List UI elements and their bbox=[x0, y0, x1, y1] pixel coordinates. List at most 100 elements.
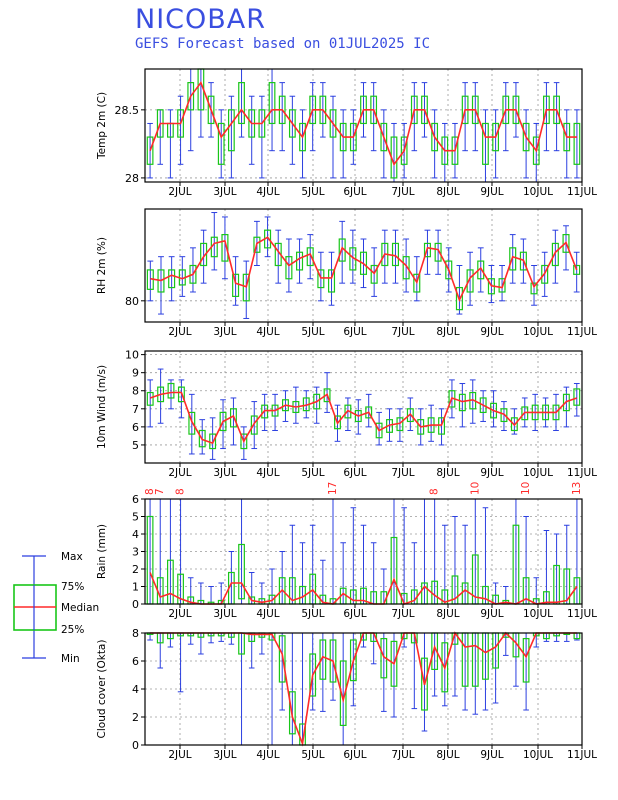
cloud-date-label: 8JUL bbox=[436, 749, 459, 761]
rh-box bbox=[391, 242, 400, 267]
rh-box bbox=[541, 264, 549, 284]
rh-box bbox=[189, 264, 197, 284]
temp-ytick-label: 28.5 bbox=[115, 104, 140, 117]
cloud-box bbox=[319, 639, 327, 680]
rh-ytick-label: 80 bbox=[125, 295, 139, 308]
rain-overflow-label: 7 bbox=[154, 488, 166, 495]
wind-ylabel: 10m Wind (m/s) bbox=[96, 365, 108, 449]
rh-box bbox=[317, 269, 325, 289]
cloud-ytick-label: 2 bbox=[132, 711, 139, 724]
wind-box bbox=[198, 429, 206, 448]
rh-box bbox=[359, 251, 368, 275]
rh-box bbox=[221, 234, 229, 262]
temp-box bbox=[522, 122, 530, 152]
cloud-box bbox=[522, 637, 530, 683]
wind-ytick-label: 8 bbox=[132, 385, 139, 398]
temp-box bbox=[431, 122, 439, 152]
wind-box bbox=[219, 411, 227, 432]
rain-ytick-label: 6 bbox=[132, 493, 139, 506]
cloud-date-label: 9JUL bbox=[480, 749, 503, 761]
rh-box bbox=[370, 264, 378, 284]
cloud-ytick-label: 0 bbox=[132, 739, 139, 752]
cloud-box bbox=[288, 691, 296, 735]
temp-date-label: 3JUL bbox=[213, 186, 236, 198]
cloud-ytick-label: 4 bbox=[132, 683, 139, 696]
rh-date-label: 11JUL bbox=[567, 326, 597, 338]
temp-box bbox=[288, 109, 296, 138]
wind-date-label: 10JUL bbox=[523, 467, 553, 479]
rain-overflow-label: 10 bbox=[520, 482, 532, 495]
cloud-date-label: 11JUL bbox=[567, 749, 597, 761]
cloud-date-label: 4JUL bbox=[256, 749, 279, 761]
temp-date-label: 8JUL bbox=[436, 186, 459, 198]
legend-median-label: Median bbox=[61, 602, 99, 614]
rh-panel: 80 2JUL 3JUL 4JUL 5JUL 6JUL 7JUL 8JUL 9JUL 10JUL 1… bbox=[96, 208, 597, 338]
rh-box bbox=[253, 236, 261, 253]
wind-ytick-label: 7 bbox=[132, 403, 139, 416]
rh-date-label: 8JUL bbox=[436, 326, 459, 338]
temp-panel: 28 28.5 2JUL 3JUL 4JUL 5JUL 6JUL 7JUL 8JUL 9JUL 10… bbox=[96, 68, 597, 198]
rain-ytick-label: 1 bbox=[132, 581, 139, 594]
rain-date-label: 2JUL bbox=[168, 608, 191, 620]
rain-overflow-label: 10 bbox=[469, 482, 481, 495]
rh-box bbox=[509, 247, 517, 271]
rh-box bbox=[306, 247, 314, 267]
temp-date-label: 9JUL bbox=[480, 186, 503, 198]
wind-ytick-label: 9 bbox=[132, 367, 139, 380]
legend-max-label: Max bbox=[61, 551, 83, 563]
rain-date-label: 7JUL bbox=[391, 608, 414, 620]
rh-date-label: 7JUL bbox=[391, 326, 414, 338]
rain-ytick-label: 4 bbox=[132, 528, 139, 541]
cloud-ylabel: Cloud cover (Okta) bbox=[96, 640, 108, 739]
rain-date-label: 8JUL bbox=[436, 608, 459, 620]
rh-date-label: 4JUL bbox=[256, 326, 279, 338]
cloud-date-label: 7JUL bbox=[391, 749, 414, 761]
temp-box bbox=[573, 122, 581, 165]
wind-date-label: 9JUL bbox=[480, 467, 503, 479]
rain-box bbox=[238, 543, 245, 600]
rain-date-label: 3JUL bbox=[213, 608, 236, 620]
wind-panel: 5 6 7 8 9 10 2JUL 3JUL 4JUL 5JUL 6JUL 7JUL 8JUL 9JUL 1… bbox=[96, 349, 597, 479]
temp-box bbox=[400, 136, 408, 165]
temp-box bbox=[299, 122, 306, 152]
rh-ylabel: RH 2m (%) bbox=[96, 237, 108, 294]
wind-box bbox=[562, 393, 570, 412]
cloud-date-label: 5JUL bbox=[301, 749, 324, 761]
wind-date-label: 8JUL bbox=[436, 467, 459, 479]
legend-q25-label: 25% bbox=[61, 624, 84, 636]
rh-frame bbox=[144, 208, 583, 323]
rh-date-label: 9JUL bbox=[480, 326, 503, 338]
wind-box bbox=[500, 408, 508, 423]
temp-date-label: 4JUL bbox=[256, 186, 279, 198]
wind-box bbox=[313, 393, 321, 410]
rh-date-label: 2JUL bbox=[168, 326, 191, 338]
rh-box bbox=[498, 278, 506, 293]
rain-date-label: 11JUL bbox=[567, 608, 597, 620]
wind-box bbox=[375, 422, 383, 439]
wind-date-label: 6JUL bbox=[343, 467, 366, 479]
rh-box bbox=[413, 273, 421, 293]
rh-box bbox=[519, 251, 527, 271]
temp-box bbox=[268, 82, 276, 125]
rh-median-line bbox=[150, 236, 578, 302]
rh-date-label: 5JUL bbox=[301, 326, 324, 338]
rain-date-label: 6JUL bbox=[343, 608, 366, 620]
cloud-box bbox=[390, 640, 398, 687]
rh-box bbox=[327, 269, 336, 293]
rain-date-label: 5JUL bbox=[301, 608, 324, 620]
temp-ytick-label: 28 bbox=[125, 172, 139, 185]
temp-median-line bbox=[149, 80, 577, 166]
rh-box bbox=[232, 273, 240, 297]
temp-box bbox=[380, 122, 388, 152]
rh-date-label: 6JUL bbox=[343, 326, 366, 338]
wind-box bbox=[490, 402, 498, 419]
rain-overflow-label: 8 bbox=[175, 488, 187, 495]
rh-box bbox=[455, 286, 463, 311]
cloud-panel: 0 2 4 6 8 2JUL 3JUL 4JUL 5JUL 6JUL 7JUL 8JUL 9JUL 10J… bbox=[96, 627, 597, 761]
temp-box bbox=[238, 82, 245, 125]
temp-date-label: 11JUL bbox=[567, 186, 597, 198]
rh-date-label: 3JUL bbox=[213, 326, 236, 338]
wind-box bbox=[261, 404, 269, 419]
rain-ytick-label: 0 bbox=[132, 598, 139, 611]
rain-date-label: 4JUL bbox=[256, 608, 279, 620]
